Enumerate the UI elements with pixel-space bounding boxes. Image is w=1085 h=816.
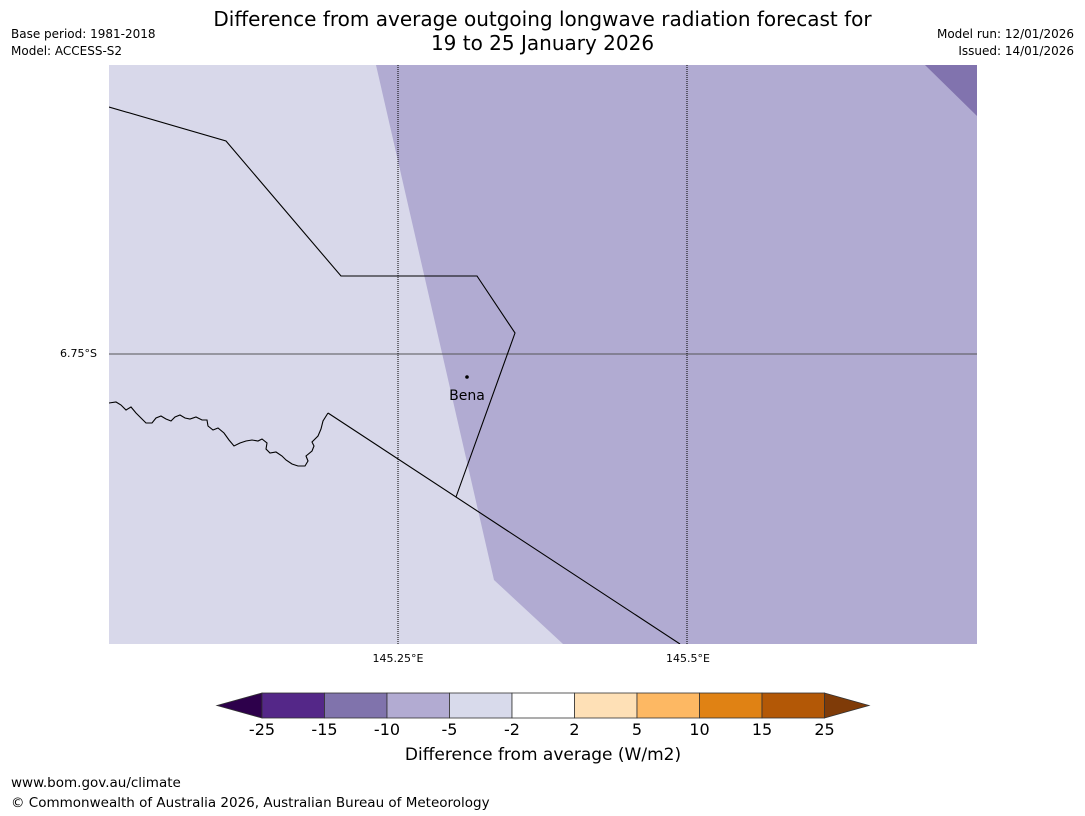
colorbar-bin-9 — [761, 692, 825, 719]
colorbar-tick: 2 — [569, 720, 580, 739]
province-boundary-south — [327, 412, 681, 644]
colorbar-tick: -10 — [373, 720, 401, 739]
base-period-text: Base period: 1981-2018 — [11, 27, 156, 41]
colorbar-bin-8 — [699, 692, 763, 719]
colorbar-bin-2 — [324, 692, 388, 719]
colorbar-tick: 10 — [689, 720, 710, 739]
model-run-text: Model run: 12/01/2026 — [936, 27, 1074, 41]
footer-url: www.bom.gov.au/climate — [11, 775, 181, 791]
colorbar-tick: -15 — [311, 720, 338, 739]
longitude-label-145-25: 145.25°E — [372, 652, 424, 665]
colorbar-extend-low — [215, 692, 263, 719]
longitude-label-145-5: 145.5°E — [666, 652, 710, 665]
title-line-1: Difference from average outgoing longwav… — [213, 7, 872, 31]
meta-right: Model run: 12/01/2026 Issued: 14/01/2026 — [937, 26, 1074, 60]
colorbar-tick: -2 — [504, 720, 520, 739]
province-boundary-north — [109, 106, 516, 498]
title-line-2: 19 to 25 January 2026 — [430, 31, 655, 55]
colorbar-extend-high — [824, 692, 871, 719]
chart-title: Difference from average outgoing longwav… — [150, 7, 935, 55]
colorbar-tick: 25 — [814, 720, 835, 739]
bena-marker — [465, 375, 469, 379]
meta-left: Base period: 1981-2018 Model: ACCESS-S2 — [11, 26, 156, 60]
colorbar-bin-4 — [449, 692, 513, 719]
colorbar-tick: 5 — [631, 720, 643, 739]
colorbar-title: Difference from average (W/m2) — [404, 745, 682, 765]
colorbar-tick: -25 — [248, 720, 276, 739]
river-boundary — [109, 401, 329, 467]
anomaly-region-dark — [925, 65, 977, 116]
footer-copyright: © Commonwealth of Australia 2026, Austra… — [11, 795, 490, 811]
colorbar-bin-1 — [261, 692, 325, 719]
colorbar-tick: -5 — [441, 720, 458, 739]
issued-text: Issued: 14/01/2026 — [958, 44, 1074, 58]
colorbar-bin-7 — [636, 692, 700, 719]
latitude-label: 6.75°S — [60, 347, 97, 360]
model-text: Model: ACCESS-S2 — [11, 44, 123, 58]
colorbar-bin-3 — [386, 692, 450, 719]
colorbar-bin-6 — [574, 692, 638, 719]
colorbar-bin-5 — [511, 692, 575, 719]
colorbar-tick: 15 — [751, 720, 773, 739]
place-label-bena: Bena — [449, 388, 485, 404]
